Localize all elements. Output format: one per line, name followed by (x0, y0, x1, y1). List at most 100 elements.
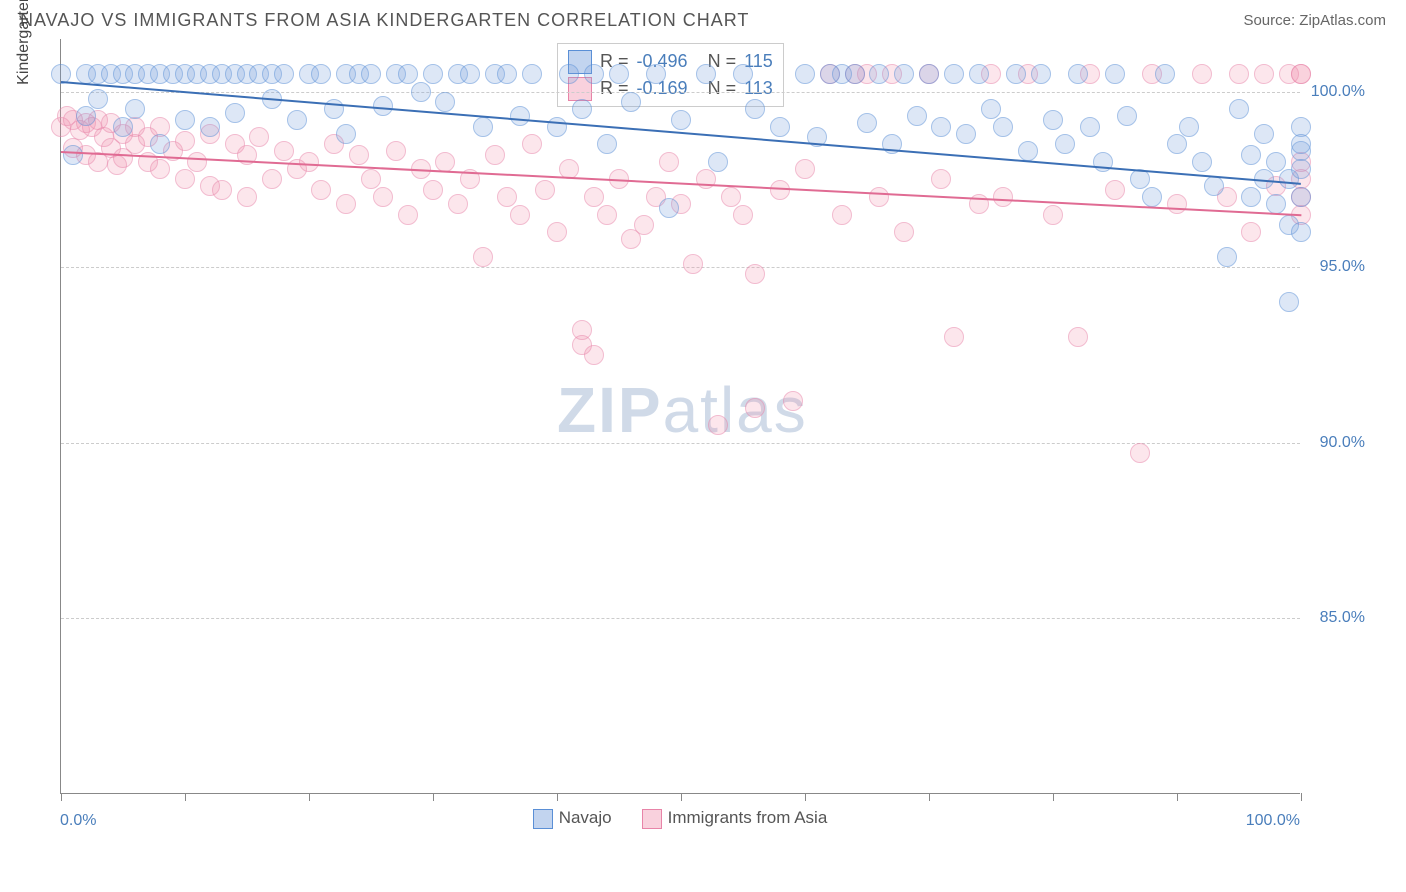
asia-point (944, 327, 964, 347)
navajo-point (1291, 134, 1311, 154)
x-tick (61, 793, 62, 801)
navajo-point (113, 117, 133, 137)
navajo-point (745, 99, 765, 119)
navajo-point (621, 92, 641, 112)
navajo-point (956, 124, 976, 144)
gridline (61, 443, 1300, 444)
asia-point (572, 320, 592, 340)
navajo-point (547, 117, 567, 137)
asia-point (721, 187, 741, 207)
y-tick-label: 100.0% (1311, 83, 1365, 101)
navajo-point (200, 117, 220, 137)
x-tick (681, 793, 682, 801)
asia-point (1130, 443, 1150, 463)
asia-point (634, 215, 654, 235)
asia-point (187, 152, 207, 172)
navajo-point (770, 117, 790, 137)
navajo-point (510, 106, 530, 126)
navajo-point (1254, 124, 1274, 144)
asia-point (547, 222, 567, 242)
navajo-point (398, 64, 418, 84)
asia-point (1105, 180, 1125, 200)
navajo-point (845, 64, 865, 84)
asia-point (1229, 64, 1249, 84)
navajo-point (559, 64, 579, 84)
x-tick (433, 793, 434, 801)
asia-point (584, 187, 604, 207)
asia-legend-swatch (642, 809, 662, 829)
asia-point (311, 180, 331, 200)
asia-point (696, 169, 716, 189)
asia-point (386, 141, 406, 161)
navajo-point (993, 117, 1013, 137)
navajo-point (361, 64, 381, 84)
asia-point (510, 205, 530, 225)
x-tick (1177, 793, 1178, 801)
navajo-point (336, 124, 356, 144)
navajo-point (1080, 117, 1100, 137)
navajo-point (63, 145, 83, 165)
watermark: ZIPatlas (557, 373, 808, 447)
navajo-point (1006, 64, 1026, 84)
navajo-point (1043, 110, 1063, 130)
navajo-point (894, 64, 914, 84)
asia-point (497, 187, 517, 207)
chart-header: NAVAJO VS IMMIGRANTS FROM ASIA KINDERGAR… (0, 0, 1406, 39)
x-tick (929, 793, 930, 801)
asia-point (783, 391, 803, 411)
navajo-point (497, 64, 517, 84)
navajo-point (1179, 117, 1199, 137)
asia-point (212, 180, 232, 200)
navajo-point (88, 89, 108, 109)
navajo-point (572, 99, 592, 119)
x-tick (1301, 793, 1302, 801)
asia-point (262, 169, 282, 189)
navajo-point (1031, 64, 1051, 84)
y-axis-label: Kindergarten (15, 0, 33, 85)
legend-item-navajo: Navajo (533, 808, 612, 829)
navajo-point (597, 134, 617, 154)
navajo-point (373, 96, 393, 116)
series-legend: Navajo Immigrants from Asia (60, 808, 1300, 829)
asia-point (1291, 64, 1311, 84)
navajo-legend-swatch (533, 809, 553, 829)
navajo-point (931, 117, 951, 137)
asia-point (869, 187, 889, 207)
asia-point (597, 205, 617, 225)
watermark-light: atlas (663, 374, 808, 446)
navajo-point (150, 134, 170, 154)
asia-point (745, 398, 765, 418)
asia-point (931, 169, 951, 189)
navajo-point (1105, 64, 1125, 84)
navajo-point (907, 106, 927, 126)
asia-point (993, 187, 1013, 207)
asia-point (448, 194, 468, 214)
plot-region: ZIPatlas R =-0.496N =115R =-0.169N =113 … (60, 39, 1300, 794)
navajo-point (175, 110, 195, 130)
asia-point (584, 345, 604, 365)
navajo-point (274, 64, 294, 84)
navajo-point (1241, 145, 1261, 165)
asia-point (894, 222, 914, 242)
asia-point (398, 205, 418, 225)
navajo-point (1279, 292, 1299, 312)
navajo-point (969, 64, 989, 84)
navajo-point (311, 64, 331, 84)
x-tick (1053, 793, 1054, 801)
navajo-point (1155, 64, 1175, 84)
navajo-point (125, 99, 145, 119)
asia-point (435, 152, 455, 172)
navajo-legend-label: Navajo (559, 808, 612, 827)
navajo-point (1291, 187, 1311, 207)
asia-point (1167, 194, 1187, 214)
asia-point (423, 180, 443, 200)
asia-point (249, 127, 269, 147)
asia-point (1241, 222, 1261, 242)
navajo-point (1167, 134, 1187, 154)
navajo-point (795, 64, 815, 84)
asia-point (1043, 205, 1063, 225)
navajo-point (1142, 187, 1162, 207)
navajo-point (411, 82, 431, 102)
navajo-point (1130, 169, 1150, 189)
asia-legend-label: Immigrants from Asia (668, 808, 828, 827)
